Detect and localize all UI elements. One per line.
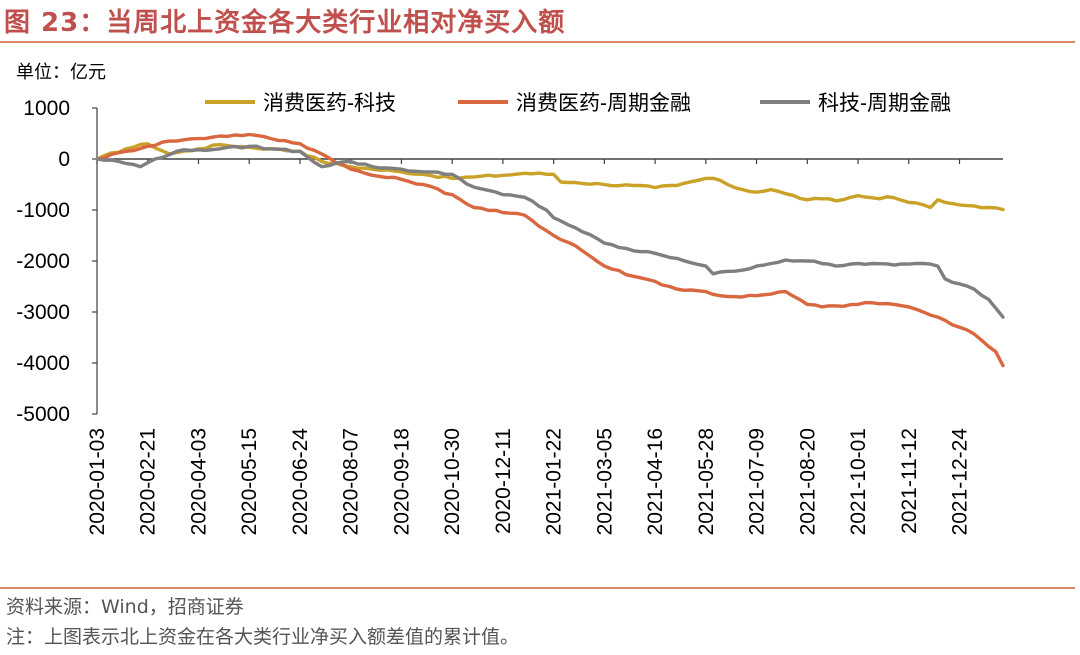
series-lines <box>95 132 1005 368</box>
y-tick-label: -3000 <box>16 301 70 324</box>
chart-area: 1000 0 -1000 -2000 -3000 -4000 -5000 2020-01-0… <box>0 80 1080 580</box>
unit-label: 单位：亿元 <box>16 62 106 83</box>
footnote: 注：上图表示北上资金在各大类行业净买入额差值的累计值。 <box>6 626 520 648</box>
legend-label-1: 消费医药-科技 <box>263 92 396 115</box>
y-tick-label: -1000 <box>16 199 70 222</box>
x-tick-label: 2020-06-24 <box>289 428 312 536</box>
x-tick-label: 2020-09-18 <box>390 428 413 535</box>
title-divider <box>0 41 1075 43</box>
x-tick-label: 2020-12-11 <box>492 428 515 534</box>
y-axis: 1000 0 -1000 -2000 -3000 -4000 -5000 <box>16 97 98 426</box>
legend: 消费医药-科技 消费医药-周期金融 科技-周期金融 <box>205 92 951 115</box>
x-tick-label: 2021-11-12 <box>898 428 921 534</box>
source-note: 资料来源：Wind，招商证券 <box>6 596 244 618</box>
figure-title: 图 23：当周北上资金各大类行业相对净买入额 <box>4 8 566 38</box>
legend-label-3: 科技-周期金融 <box>818 92 951 115</box>
y-tick-label: -4000 <box>16 352 70 375</box>
y-tick-label: 0 <box>58 148 70 171</box>
x-tick-label: 2020-08-07 <box>340 428 363 535</box>
x-tick-label: 2020-01-03 <box>86 428 109 535</box>
x-tick-label: 2021-10-01 <box>847 428 870 535</box>
series-line-1 <box>95 142 1005 212</box>
x-tick-label: 2020-10-30 <box>441 428 464 535</box>
y-tick-label: -2000 <box>16 250 70 273</box>
x-tick-label: 2021-07-09 <box>746 428 769 535</box>
x-tick-label: 2020-02-21 <box>137 428 160 535</box>
line-chart: 1000 0 -1000 -2000 -3000 -4000 -5000 2020-01-0… <box>16 92 1005 536</box>
x-tick-label: 2021-05-28 <box>695 428 718 535</box>
x-tick-label: 2021-04-16 <box>644 428 667 535</box>
series-line-2 <box>95 132 1005 368</box>
x-tick-label: 2021-01-22 <box>543 428 566 535</box>
x-axis: 2020-01-03 2020-02-21 2020-04-03 2020-05-15… <box>86 158 1003 536</box>
x-tick-label: 2021-08-20 <box>796 428 819 535</box>
footer-divider <box>0 587 1075 589</box>
series-line-3 <box>95 144 1005 319</box>
legend-label-2: 消费医药-周期金融 <box>516 92 691 115</box>
x-tick-label: 2020-05-15 <box>238 428 261 535</box>
y-tick-label: 1000 <box>23 97 70 120</box>
y-tick-label: -5000 <box>16 403 70 426</box>
x-tick-label: 2021-12-24 <box>949 428 972 536</box>
x-tick-label: 2021-03-05 <box>593 428 616 535</box>
x-tick-label: 2020-04-03 <box>187 428 210 535</box>
